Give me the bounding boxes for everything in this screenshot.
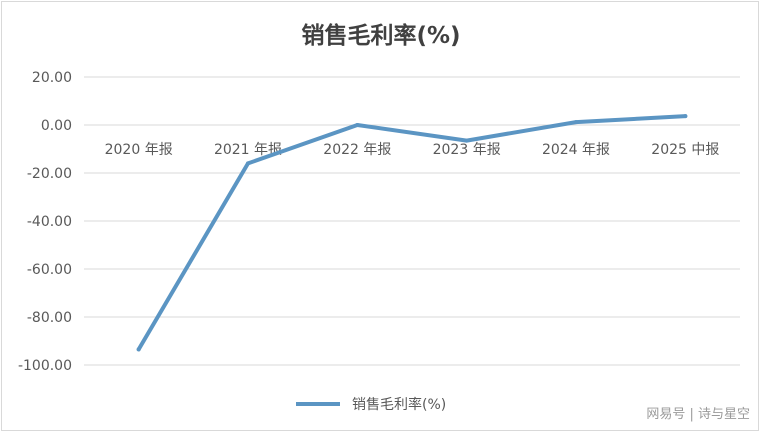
data-point (136, 347, 141, 352)
data-point (464, 138, 469, 143)
data-point (574, 120, 578, 125)
y-axis-ticks: 20.00 0.00 -20.00 -40.00 -60.00 -80.00 -100.00 (18, 70, 72, 374)
y-tick-label: 20.00 (32, 70, 72, 86)
watermark: 网易号 | 诗与星空 (646, 407, 750, 422)
x-tick-label: 2023 年报 (433, 142, 501, 158)
y-tick-label: -20.00 (27, 166, 72, 182)
y-tick-label: 0.00 (41, 118, 72, 134)
x-tick-label: 2025 中报 (651, 142, 719, 158)
y-tick-label: -60.00 (27, 262, 72, 278)
x-tick-label: 2020 年报 (105, 142, 173, 158)
series-layer (136, 114, 688, 352)
x-tick-label: 2022 年报 (323, 142, 391, 158)
chart-title: 销售毛利率(%) (301, 23, 461, 49)
x-tick-label: 2021 年报 (214, 142, 282, 158)
y-tick-label: -80.00 (27, 310, 72, 326)
y-tick-label: -40.00 (27, 214, 72, 230)
y-tick-label: -100.00 (18, 358, 72, 374)
x-axis-ticks: 2020 年报 2021 年报 2022 年报 2023 年报 2024 年报 2025 … (105, 142, 720, 158)
series-line (136, 114, 688, 352)
data-point (355, 123, 360, 127)
gridlines (84, 76, 740, 366)
x-tick-label: 2024 年报 (542, 142, 610, 158)
data-point (246, 161, 250, 166)
legend-swatch (296, 402, 340, 406)
data-point (683, 114, 688, 119)
legend: 销售毛利率(%) (296, 394, 446, 414)
legend-label: 销售毛利率(%) (352, 397, 447, 413)
